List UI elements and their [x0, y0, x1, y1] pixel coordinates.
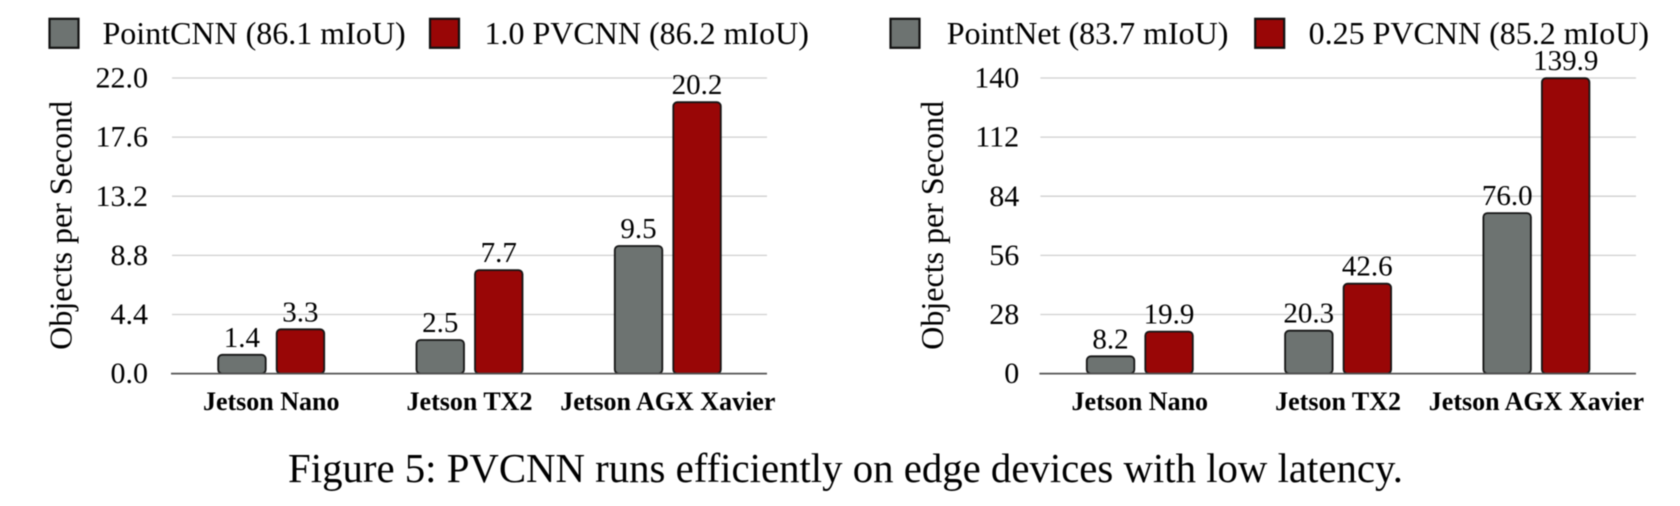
svg-text:2.5: 2.5 — [422, 307, 458, 339]
svg-text:19.9: 19.9 — [1144, 299, 1195, 331]
svg-text:20.3: 20.3 — [1283, 298, 1334, 330]
svg-text:8.2: 8.2 — [1092, 323, 1128, 355]
svg-text:13.2: 13.2 — [96, 180, 149, 213]
svg-text:28: 28 — [989, 298, 1019, 331]
svg-text:Jetson TX2: Jetson TX2 — [1275, 387, 1401, 416]
svg-text:Jetson AGX Xavier: Jetson AGX Xavier — [560, 387, 775, 416]
svg-text:9.5: 9.5 — [620, 213, 656, 245]
svg-text:Figure 5: PVCNN runs efficient: Figure 5: PVCNN runs efficiently on edge… — [288, 446, 1403, 491]
svg-text:1.4: 1.4 — [224, 322, 261, 354]
svg-text:Objects per Second: Objects per Second — [914, 101, 950, 350]
svg-text:20.2: 20.2 — [672, 69, 723, 101]
svg-text:140: 140 — [974, 62, 1019, 95]
svg-text:56: 56 — [989, 239, 1019, 272]
svg-text:1.0 PVCNN (86.2 mIoU): 1.0 PVCNN (86.2 mIoU) — [485, 15, 809, 51]
svg-text:PointCNN (86.1 mIoU): PointCNN (86.1 mIoU) — [103, 15, 406, 51]
svg-text:0.0: 0.0 — [111, 357, 149, 390]
svg-text:7.7: 7.7 — [481, 237, 517, 269]
svg-text:Jetson Nano: Jetson Nano — [1072, 387, 1209, 416]
svg-text:Jetson AGX Xavier: Jetson AGX Xavier — [1429, 387, 1644, 416]
svg-text:Jetson Nano: Jetson Nano — [203, 387, 340, 416]
svg-text:4.4: 4.4 — [111, 298, 149, 331]
svg-text:Jetson TX2: Jetson TX2 — [407, 387, 533, 416]
svg-text:0: 0 — [1004, 357, 1019, 390]
svg-text:8.8: 8.8 — [111, 239, 149, 272]
svg-text:3.3: 3.3 — [282, 296, 318, 328]
svg-text:139.9: 139.9 — [1533, 45, 1598, 77]
svg-text:0.25 PVCNN (85.2 mIoU): 0.25 PVCNN (85.2 mIoU) — [1309, 15, 1649, 51]
svg-text:112: 112 — [975, 121, 1019, 154]
svg-text:17.6: 17.6 — [96, 121, 149, 154]
svg-text:PointNet (83.7 mIoU): PointNet (83.7 mIoU) — [947, 15, 1229, 51]
svg-text:84: 84 — [989, 180, 1019, 213]
svg-text:42.6: 42.6 — [1342, 251, 1393, 283]
svg-text:76.0: 76.0 — [1482, 180, 1533, 212]
svg-text:Objects per Second: Objects per Second — [43, 101, 79, 350]
svg-text:22.0: 22.0 — [96, 62, 149, 95]
